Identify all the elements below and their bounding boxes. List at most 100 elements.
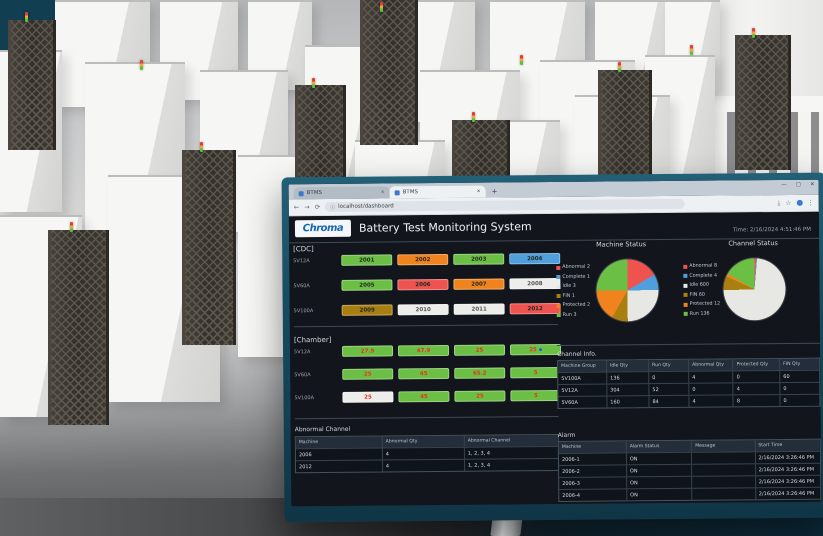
alarm-header-row: Machine Alarm Status Message Start Time: [558, 439, 820, 453]
chamber-status-button[interactable]: 65.2: [454, 367, 506, 379]
forward-icon[interactable]: →: [304, 203, 310, 212]
alarm-header-cell: Start Time: [754, 439, 820, 452]
machine-status-button[interactable]: 2011: [453, 303, 505, 315]
alarm-cell: 2/16/2024 3:26:46 PM: [754, 451, 821, 464]
bookmark-star-icon[interactable]: ☆: [785, 198, 792, 207]
machine-status-button[interactable]: 2008: [509, 277, 561, 290]
channel-info-cell: 0: [779, 394, 820, 407]
stack-light-icon: [690, 45, 693, 55]
alarm-row: 2006-3 ON 2/16/2024 3:26:46 PM: [559, 474, 821, 489]
machine-status-button[interactable]: 2002: [397, 253, 449, 266]
channel-info-row: 5V100A 136 0 4 0 60: [558, 369, 820, 384]
channel-info-cell: 4: [732, 383, 780, 395]
machine-status-button[interactable]: 2010: [397, 303, 449, 316]
legend-swatch: [683, 292, 688, 297]
channel-info-cell: 304: [606, 384, 649, 396]
tab-close-icon[interactable]: ✕: [380, 189, 385, 196]
channel-info-cell: 4: [688, 395, 733, 407]
chamber-status-button[interactable]: 25: [509, 343, 562, 356]
left-column: [CDC] 5V12A 2001 2002 2003 2004 5V60A 2005 2006…: [293, 241, 562, 506]
abnormal-channel-cell: 4: [381, 447, 464, 460]
stack-light-icon: [70, 222, 73, 232]
legend-swatch: [556, 303, 561, 308]
channel-info-cell: 84: [648, 395, 689, 408]
close-icon[interactable]: ✕: [809, 181, 815, 188]
page-title: Battery Test Monitoring System: [358, 220, 532, 235]
alarm-header-cell: Message: [691, 440, 755, 452]
machine-status-button[interactable]: 2009: [341, 304, 393, 316]
browser-menu-icon[interactable]: ⋮: [807, 198, 814, 207]
chamber-status-button[interactable]: 47.9: [397, 344, 450, 357]
chamber-status-button[interactable]: 25: [342, 391, 394, 403]
machine-status-button[interactable]: 2005: [341, 279, 393, 291]
channel-info-row: 5V60A 160 84 4 8 0: [558, 393, 820, 408]
legend-swatch: [556, 312, 561, 317]
chamber-temperature: 45: [419, 370, 428, 377]
tab-favicon: [394, 189, 400, 195]
new-tab-button[interactable]: +: [491, 187, 498, 196]
profile-avatar[interactable]: [796, 199, 803, 206]
chamber-status-button[interactable]: 25: [453, 344, 506, 356]
dashboard: Chroma Battery Test Monitoring System Ti…: [288, 211, 822, 507]
legend-swatch: [683, 302, 688, 307]
legend-swatch: [556, 293, 561, 298]
legend-label: Abnormal 8: [689, 263, 718, 269]
abnormal-channel-cell: 4: [381, 459, 464, 472]
machine-status-legend-item: Protected 2: [556, 303, 601, 308]
chroma-logo: Chroma: [294, 219, 352, 238]
machine-status-button[interactable]: 2006: [397, 278, 449, 291]
rack-tower: [182, 150, 236, 345]
legend-label: FIN 60: [689, 292, 705, 298]
chamber-status-button[interactable]: 5: [510, 366, 562, 379]
chamber-status-button[interactable]: 27.9: [341, 345, 394, 357]
alarm-cell: 2006-3: [562, 480, 580, 487]
machine-status-button[interactable]: 2001: [341, 254, 393, 266]
divider: [293, 323, 558, 328]
alarm-cell: [691, 476, 755, 488]
tab-title: BTMS: [402, 189, 419, 196]
back-icon[interactable]: ←: [293, 203, 300, 212]
legend-swatch: [683, 273, 688, 278]
chamber-status-button[interactable]: 25: [454, 390, 506, 402]
tab-close-icon[interactable]: ✕: [476, 188, 481, 195]
legend-label: Complete 1: [562, 274, 591, 280]
minimize-icon[interactable]: —: [781, 181, 787, 189]
chamber-temperature: 5: [533, 392, 538, 399]
chamber-status-button[interactable]: 25: [342, 368, 394, 380]
legend-label: Run 136: [689, 311, 710, 317]
channel-status-legend-item: Run 136: [683, 311, 728, 317]
browser-tab[interactable]: BTMS ✕: [293, 186, 390, 200]
chamber-status-button[interactable]: 5: [510, 389, 562, 402]
alarm-cell: [691, 452, 755, 464]
machine-group-label: 5V100A: [294, 394, 315, 401]
alarm-title: Alarm: [557, 431, 576, 439]
channel-info-header-cell: Protected Qty: [732, 359, 780, 371]
chamber-status-button[interactable]: 45: [398, 367, 450, 380]
channel-info-cell: 0: [779, 382, 820, 395]
maximize-icon[interactable]: ▢: [795, 181, 802, 188]
machine-status-button[interactable]: 2004: [509, 252, 561, 265]
download-icon[interactable]: ⤓: [777, 198, 781, 207]
rack-tower: [360, 0, 418, 145]
machine-status-button[interactable]: 2003: [453, 253, 505, 265]
alarm-cell: 2/16/2024 3:26:46 PM: [754, 487, 821, 500]
legend-swatch: [683, 283, 688, 288]
machine-status-button[interactable]: 2012: [509, 302, 561, 315]
channel-status-legend-item: Idle 600: [683, 282, 727, 288]
monitor-screen: BTMS ✕ BTMS ✕ + — ▢ ✕ ← → ⟳: [288, 179, 822, 507]
site-info-icon[interactable]: ⓘ: [330, 204, 336, 211]
chamber-temperature: 25: [363, 371, 372, 378]
alarm-table: Machine Alarm Status Message Start Time 2006…: [557, 438, 822, 502]
chamber-temperature: 45: [420, 393, 428, 400]
legend-label: FIN 1: [562, 293, 575, 299]
legend-label: Abnormal 2: [562, 264, 591, 270]
chamber-row: 5V12A 27.9 47.9 25 25: [294, 343, 562, 357]
legend-label: Run 3: [562, 312, 577, 318]
refresh-icon[interactable]: ⟳: [314, 203, 321, 212]
address-bar[interactable]: ⓘ localhost/dashboard: [325, 198, 686, 213]
stack-light-icon: [520, 55, 523, 65]
browser-tab-active[interactable]: BTMS ✕: [389, 185, 486, 199]
legend-label: Idle 3: [562, 283, 576, 289]
machine-status-button[interactable]: 2007: [453, 278, 505, 290]
chamber-status-button[interactable]: 45: [398, 390, 450, 403]
